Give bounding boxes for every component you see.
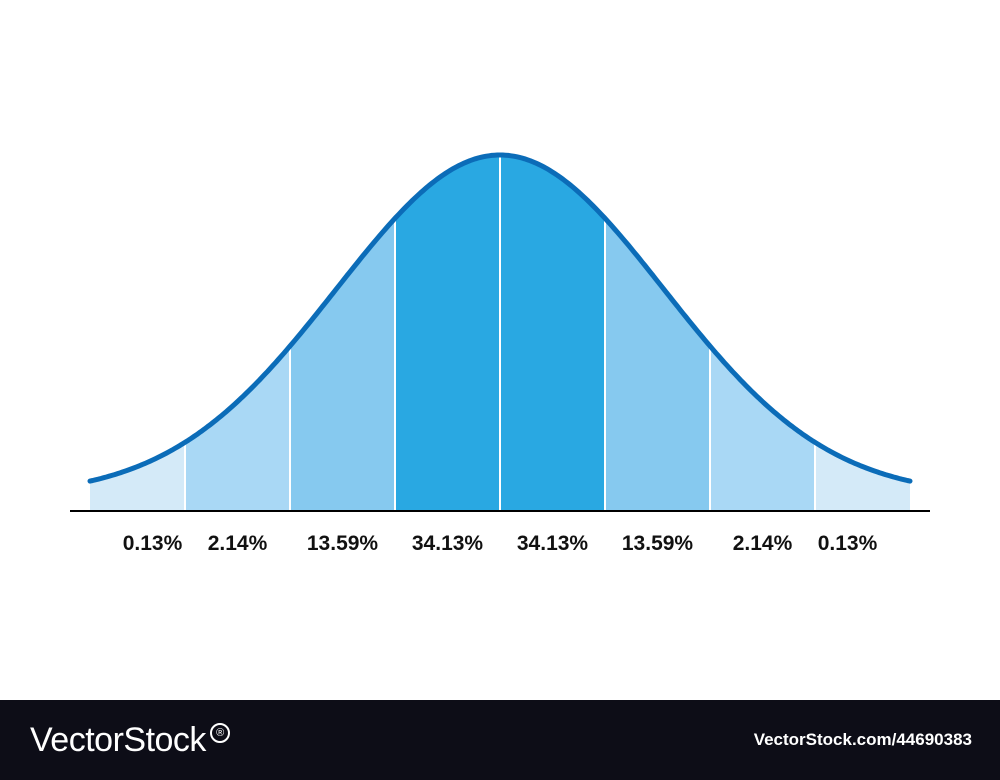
segment-percent-label-6: 13.59% bbox=[622, 532, 694, 555]
segment-percent-label-4: 34.13% bbox=[412, 532, 484, 555]
segment-area-6 bbox=[605, 218, 710, 511]
segment-area-5 bbox=[500, 155, 605, 510]
bell-curve-line bbox=[87, 152, 913, 484]
brand-logo[interactable]: VectorStock ® bbox=[30, 721, 230, 760]
segment-area-3 bbox=[290, 218, 395, 511]
segment-area-1 bbox=[90, 442, 185, 510]
footer-bar: VectorStock ® VectorStock.com/44690383 bbox=[0, 700, 1000, 780]
normal-distribution-chart: 0.13% 2.14% 13.59% 34.13% 34.13% 13.59% 2.14% 0… bbox=[70, 152, 930, 555]
segment-percent-label-7: 2.14% bbox=[733, 532, 793, 555]
segment-area-8 bbox=[815, 442, 910, 510]
segment-percent-label-1: 0.13% bbox=[123, 532, 183, 555]
segment-percent-label-8: 0.13% bbox=[818, 532, 878, 555]
segment-area-4 bbox=[395, 155, 500, 510]
segment-percent-label-3: 13.59% bbox=[307, 532, 379, 555]
segment-area-2 bbox=[185, 346, 290, 510]
segment-area-7 bbox=[710, 346, 815, 510]
brand-name: VectorStock bbox=[30, 720, 206, 759]
registered-mark: ® bbox=[209, 723, 230, 743]
image-id: VectorStock.com/44690383 bbox=[753, 730, 972, 749]
segment-percent-label-5: 34.13% bbox=[517, 532, 589, 555]
segment-percent-label-2: 2.14% bbox=[208, 532, 268, 555]
